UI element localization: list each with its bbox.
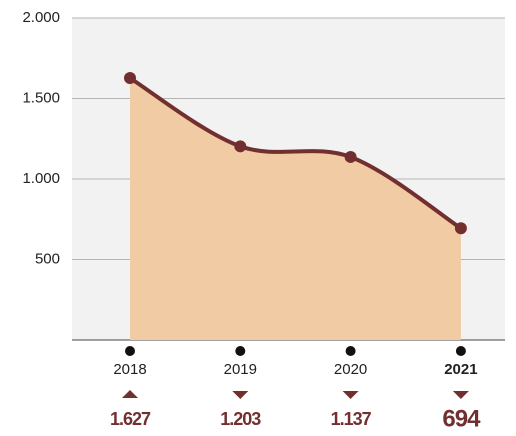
point	[124, 72, 136, 85]
x-tick-label: 2021	[444, 361, 477, 378]
trend-arrow	[122, 390, 138, 398]
category-dot	[345, 346, 356, 356]
point	[344, 150, 357, 163]
trend-arrow	[232, 391, 249, 399]
trend-arrow	[342, 391, 359, 399]
x-tick-label: 2018	[113, 361, 146, 378]
y-tick-label: 2.000	[22, 9, 60, 26]
point	[454, 222, 467, 235]
value-label: 1.203	[220, 409, 261, 429]
y-tick-label: 1.000	[22, 170, 60, 187]
x-tick-label: 2020	[334, 361, 367, 378]
category-dot	[125, 346, 135, 356]
y-tick-label: 500	[35, 250, 60, 267]
category-dot	[235, 346, 246, 356]
x-tick-label: 2019	[224, 361, 257, 378]
value-label: 1.627	[110, 409, 151, 429]
line	[128, 76, 462, 230]
y-tick-label: 1.500	[22, 89, 60, 106]
category-dot	[455, 346, 466, 356]
value-label: 1.137	[331, 409, 372, 429]
area	[130, 78, 461, 340]
trend-arrow	[452, 391, 469, 399]
value-label: 694	[442, 405, 481, 432]
point	[234, 140, 247, 153]
